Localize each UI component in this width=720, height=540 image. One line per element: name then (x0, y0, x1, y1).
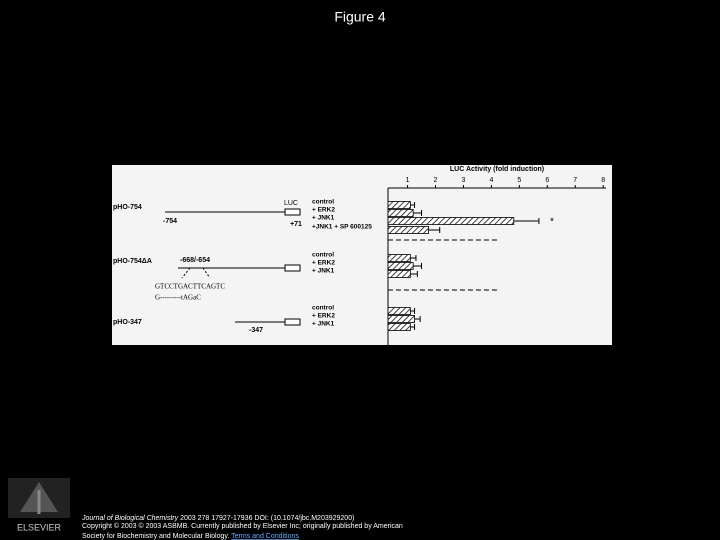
bar-label: control (312, 199, 334, 206)
bar-label: + JNK1 (312, 268, 335, 275)
bar-label: control (312, 305, 334, 312)
publisher-logo (8, 478, 70, 518)
citation-line: Journal of Biological Chemistry 2003 278… (81, 515, 354, 522)
bar (387, 226, 429, 234)
x-tick-label: 2 (434, 177, 438, 184)
bar-label: + JNK1 (312, 215, 335, 222)
luc-label: LUC (284, 200, 298, 207)
bar-label: +JNK1 + SP 600125 (312, 224, 372, 231)
x-tick-label: 8 (601, 177, 605, 184)
citation-details: 2003 278 17927-17936 DOI: (10.1074/jbc.M… (180, 515, 354, 522)
bar (387, 201, 411, 209)
bar-label: + ERK2 (312, 313, 335, 320)
x-tick-label: 1 (406, 177, 410, 184)
citation-copyright-2: Society for Biochemistry and Molecular B… (82, 533, 299, 540)
bar (387, 254, 411, 262)
bar (387, 323, 411, 331)
bar-label: + JNK1 (312, 321, 335, 328)
construct-diagrams (165, 208, 500, 326)
bar (387, 307, 411, 315)
figure-panel (112, 165, 612, 345)
bar-label: + ERK2 (312, 207, 335, 214)
terms-link[interactable]: Terms and Conditions (231, 533, 299, 540)
construct-label: -754 (163, 218, 177, 225)
bar (387, 217, 515, 225)
x-tick-label: 7 (573, 177, 577, 184)
publisher-name: ELSEVIER (17, 522, 62, 532)
x-tick-label: 5 (517, 177, 521, 184)
bar (387, 209, 414, 217)
bar (387, 315, 415, 323)
bar-label: + ERK2 (312, 260, 335, 267)
bar (387, 270, 411, 278)
construct-name: pHO-754ΔA (113, 258, 152, 265)
construct-label: -668/-654 (180, 257, 210, 264)
sequence-wt: GTCCTGACTTCAGTC (155, 283, 225, 291)
construct-name: pHO-347 (113, 319, 142, 326)
x-tick-label: 6 (545, 177, 549, 184)
slide-title: Figure 4 (334, 9, 386, 25)
annotation: * (550, 217, 554, 228)
citation-society: Society for Biochemistry and Molecular B… (82, 533, 229, 540)
construct-name: pHO-754 (113, 204, 142, 211)
x-axis-title: LUC Activity (fold induction) (450, 166, 544, 173)
citation-copyright: Copyright © 2003 © 2003 ASBMB. Currently… (82, 522, 403, 530)
bar-label: control (312, 252, 334, 259)
construct-label: -347 (249, 327, 263, 334)
sequence-mut: G---------tAGaC (155, 294, 201, 302)
bar (387, 262, 414, 270)
x-tick-label: 3 (462, 177, 466, 184)
x-tick-label: 4 (489, 177, 493, 184)
citation-journal: Journal of Biological Chemistry (81, 515, 179, 522)
construct-label: +71 (290, 221, 302, 228)
